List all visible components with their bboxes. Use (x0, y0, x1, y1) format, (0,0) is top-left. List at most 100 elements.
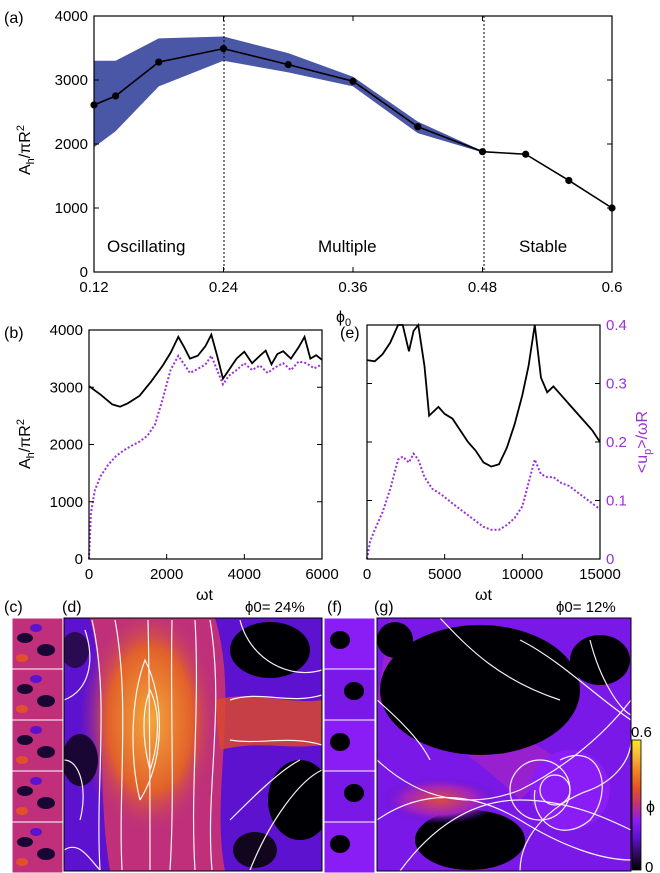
ytick-label-b: 4000 (50, 322, 83, 339)
colorbar-label: ϕ (646, 799, 655, 816)
xlabel-b: ωt (196, 587, 213, 604)
panel-label-a: (a) (4, 10, 24, 27)
panel-label-b: (b) (4, 325, 24, 342)
snapshot-f-blob (330, 733, 350, 751)
region-stable: Stable (519, 237, 567, 256)
ytick-label-e: 0 (606, 551, 614, 568)
point-a-7 (478, 148, 487, 156)
streamline-d-6 (132, 658, 161, 801)
xtick-label-a: 0.12 (79, 279, 108, 296)
streamline-g-10 (439, 618, 561, 701)
streamline-g-9 (519, 639, 631, 721)
snapshot-c-blob (17, 684, 33, 694)
phi-label-d: ϕ0= 24% (245, 599, 305, 616)
streamline-g-2 (399, 799, 631, 871)
ytick-label-e: 0.1 (606, 493, 627, 510)
ytick-label-e: 0.4 (606, 317, 627, 334)
point-a-8 (522, 150, 530, 158)
panel-label-f: (f) (327, 599, 342, 616)
point-a-2 (155, 58, 163, 66)
snapshot-f-blob (330, 631, 350, 649)
snapshot-c-blob (17, 735, 33, 745)
streamline-g-8 (533, 754, 603, 831)
snapshot-c-blob (30, 828, 42, 836)
frame-d (63, 617, 323, 872)
xtick-label-b: 6000 (305, 566, 338, 583)
xtick-label-b: 4000 (228, 566, 261, 583)
streamline-d-15 (64, 846, 101, 871)
streamline-d-0 (91, 619, 102, 871)
axes-frame-e (366, 324, 601, 560)
streamline-g-0 (377, 699, 631, 801)
snapshot-c-blob (30, 777, 42, 785)
panel-label-e: (e) (340, 325, 360, 342)
snapshot-c-blob (30, 726, 42, 734)
xtick-label-e: 10000 (501, 566, 543, 583)
snapshot-c-blob (30, 624, 42, 632)
ytick-label-b: 0 (75, 551, 83, 568)
streamline-g-1 (377, 797, 631, 861)
snapshot-c-blob (16, 858, 28, 866)
snapshot-c-blob (16, 807, 28, 815)
colorbar-min: 0 (645, 859, 653, 873)
snapshot-c-blob (37, 848, 55, 860)
colorbar: 0.6 ϕ 0 (631, 724, 655, 873)
streamline-d-14 (229, 759, 301, 821)
point-a-1 (111, 92, 120, 100)
xtick-label-e: 5000 (428, 566, 461, 583)
ytick-label-b: 2000 (50, 437, 83, 454)
streamline-d-4 (192, 619, 198, 871)
streamline-g-3 (519, 739, 631, 871)
streamline-d-2 (147, 619, 151, 871)
ylabel-b: Ah/πR2 (15, 419, 37, 469)
streamline-d-3 (169, 619, 173, 871)
snapshot-c-blob (37, 797, 55, 809)
panel-label-d: (d) (62, 599, 82, 616)
ytick-label-a: 4000 (55, 8, 88, 25)
line-e-solid (366, 322, 601, 468)
streamline-d-9 (64, 759, 84, 821)
streamline-d-13 (249, 769, 322, 871)
xtick-label-a: 0.48 (468, 279, 497, 296)
ytick-label-a: 0 (80, 264, 88, 281)
point-a-3 (219, 45, 228, 53)
chart-b: (b) 0 1000 2000 3000 4000 0 2000 4000 6000 Ah/π… (4, 322, 339, 604)
xtick-label-e: 15000 (579, 566, 621, 583)
line-b-solid (88, 332, 323, 408)
field-map-d: (d) ϕ0= 24% (62, 599, 323, 872)
xtick-label-b: 0 (85, 566, 93, 583)
ytick-label-a: 3000 (55, 72, 88, 89)
point-a-9 (565, 176, 573, 185)
snapshot-c-blob (17, 786, 33, 796)
xtick-label-b: 2000 (150, 566, 183, 583)
series-a (90, 45, 616, 212)
field-map-g: (g) ϕ0= 12% (374, 599, 632, 872)
ylabel-a: Ah/πR2 (15, 125, 37, 175)
snapshot-c-blob (37, 644, 55, 656)
chart-e: (e) 0 0.1 0.2 0.3 0.4 0 5000 10000 15000 <up>/ω… (340, 317, 654, 604)
series-b (88, 332, 323, 560)
ytick-label-a: 2000 (55, 136, 88, 153)
ytick-label-b: 1000 (50, 494, 83, 511)
frame-g (376, 617, 632, 872)
snapshot-f-blob (344, 784, 364, 802)
colorbar-gradient (631, 739, 642, 871)
line-b-dotted (88, 353, 323, 560)
region-oscillating: Oscillating (107, 237, 185, 256)
phi-label-g: ϕ0= 12% (556, 599, 616, 616)
snapshot-c-blob (16, 756, 28, 764)
xtick-label-e: 0 (363, 566, 371, 583)
ytick-label-e: 0.2 (606, 434, 627, 451)
snapshot-c-blob (30, 675, 42, 683)
chart-a: (a) 0 1000 2000 3000 4000 0.12 0.24 0.36 0.48 0.… (4, 8, 622, 329)
streamline-d-5 (209, 619, 217, 871)
streamline-d-10 (229, 694, 322, 701)
point-a-4 (284, 61, 292, 69)
colorbar-max: 0.6 (631, 724, 652, 741)
snapshot-strip-c: (c) (4, 599, 64, 873)
snapshot-c-blob (16, 654, 28, 662)
streamline-g-7 (539, 774, 571, 806)
snapshot-f-blob (330, 835, 350, 853)
snapshot-f-blob (344, 682, 364, 700)
snapshot-c-blob (37, 695, 55, 707)
